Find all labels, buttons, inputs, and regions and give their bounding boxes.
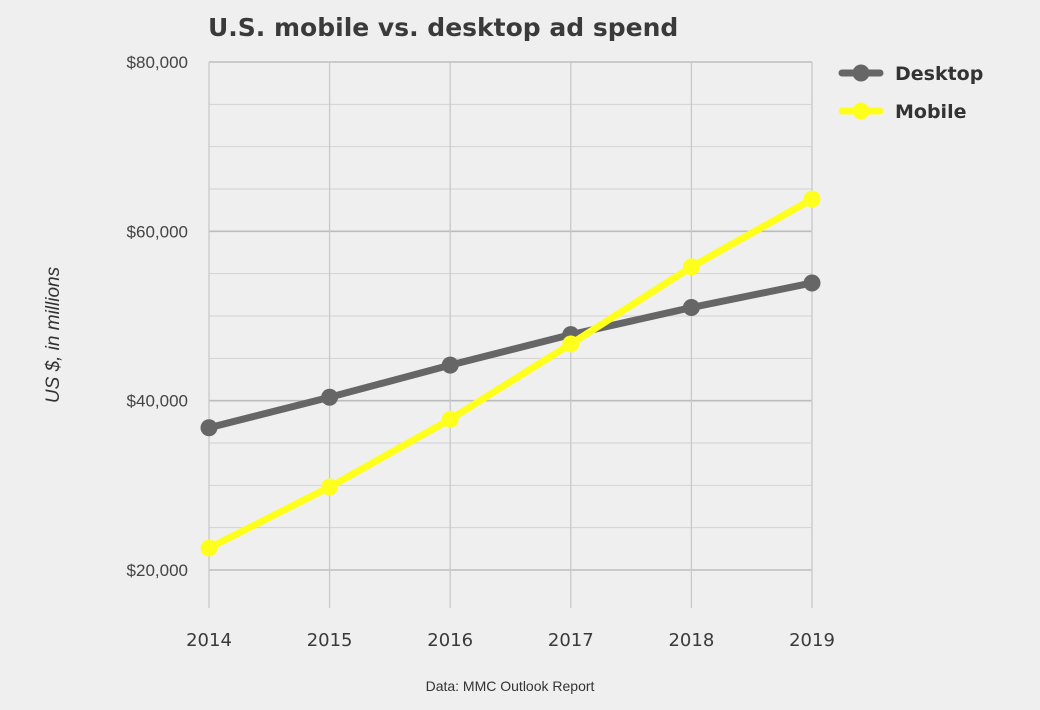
mobile-data-point	[200, 539, 218, 557]
grid	[208, 61, 813, 608]
y-axis-label: US $, in millions	[43, 266, 64, 403]
desktop-data-point	[441, 356, 459, 374]
legend: Desktop Mobile	[838, 63, 983, 123]
mobile-data-point	[441, 410, 459, 428]
mobile-series-line	[205, 195, 816, 552]
y-tick-label: $80,000	[127, 53, 188, 72]
mobile-data-point	[682, 258, 700, 276]
desktop-legend-label: Desktop	[895, 63, 983, 85]
y-axis-ticks: $20,000 $40,000 $60,000 $80,000	[127, 53, 188, 580]
series-lines	[200, 190, 821, 557]
x-tick-label: 2016	[427, 630, 473, 651]
x-tick-label: 2017	[548, 630, 594, 651]
y-tick-label: $60,000	[127, 222, 188, 241]
desktop-legend-marker	[852, 64, 870, 82]
desktop-data-point	[682, 299, 700, 317]
chart-title: U.S. mobile vs. desktop ad spend	[208, 13, 678, 42]
mobile-data-point	[803, 190, 821, 208]
mobile-data-point	[562, 335, 580, 353]
x-tick-label: 2015	[307, 630, 353, 651]
y-tick-label: $40,000	[127, 392, 188, 411]
mobile-data-point	[321, 478, 339, 496]
x-axis-ticks: 2014 2015 2016 2017 2018 2019	[186, 630, 835, 651]
mobile-legend-marker	[852, 102, 870, 120]
desktop-data-point	[200, 419, 218, 437]
mobile-legend-label: Mobile	[895, 101, 966, 123]
x-tick-label: 2019	[789, 630, 835, 651]
desktop-series-line	[205, 279, 816, 432]
source-note: Data: MMC Outlook Report	[426, 678, 595, 694]
x-tick-label: 2018	[668, 630, 714, 651]
desktop-data-point	[321, 388, 339, 406]
x-tick-label: 2014	[186, 630, 232, 651]
desktop-data-point	[803, 274, 821, 292]
y-tick-label: $20,000	[127, 561, 188, 580]
